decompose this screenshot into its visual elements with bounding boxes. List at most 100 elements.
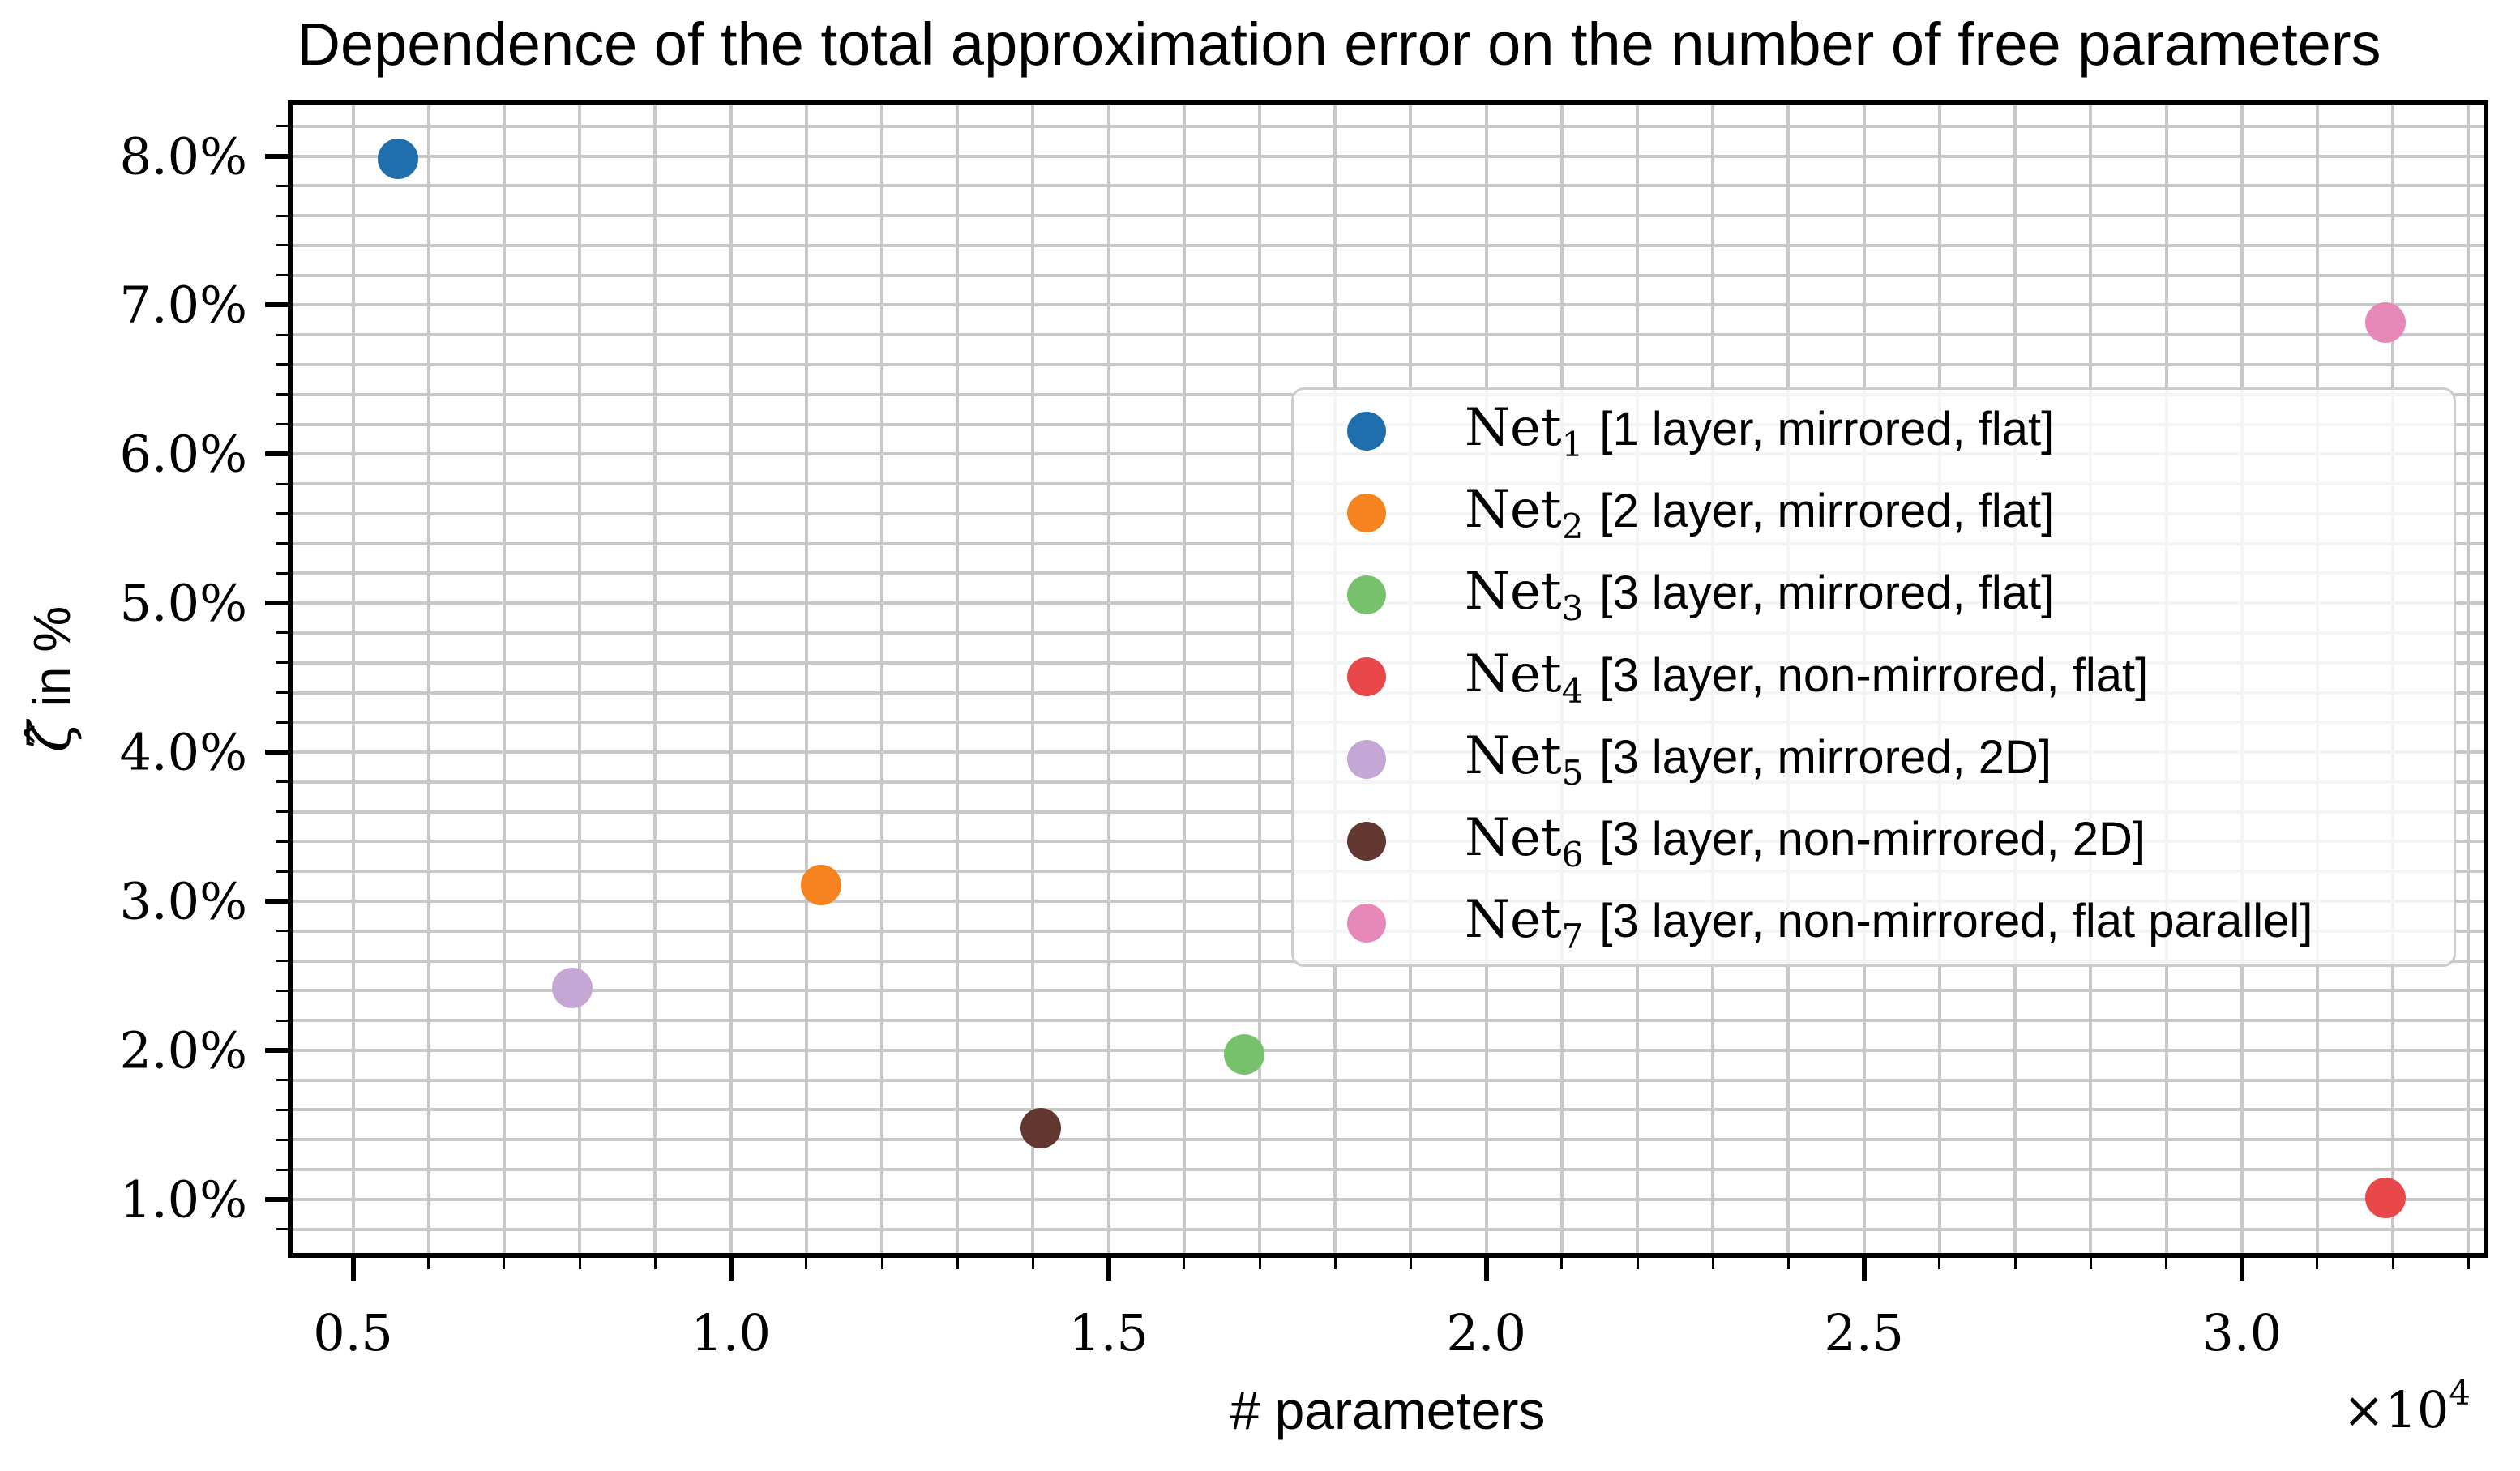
legend-item-net2: Net2 [2 layer, mirrored, flat]: [1294, 473, 2454, 554]
y-tick-label: 3.0%: [119, 871, 247, 931]
y-minor-tick: [276, 184, 288, 187]
y-minor-tick: [276, 989, 288, 992]
y-major-tick: [265, 899, 288, 904]
legend-desc-net5: [3 layer, mirrored, 2D]: [1599, 730, 2052, 784]
gridline-vertical: [1182, 105, 1186, 1253]
legend-label-net2: Net2: [1465, 480, 1584, 546]
gridline-vertical: [578, 105, 582, 1253]
x-major-tick: [2239, 1258, 2244, 1281]
legend-marker-net7: [1347, 904, 1386, 943]
y-minor-tick: [276, 780, 288, 784]
x-major-tick: [1483, 1258, 1489, 1281]
x-minor-tick: [1183, 1258, 1186, 1269]
x-major-tick: [350, 1258, 356, 1281]
x-minor-tick: [427, 1258, 430, 1269]
y-minor-tick: [276, 1079, 288, 1082]
x-axis-label: # parameters: [1230, 1380, 1546, 1440]
gridline-vertical: [653, 105, 657, 1253]
legend-desc-net2: [2 layer, mirrored, flat]: [1599, 485, 2055, 538]
y-major-tick: [265, 1047, 288, 1053]
y-tick-label: 8.0%: [119, 126, 247, 186]
y-tick-label: 1.0%: [119, 1170, 247, 1229]
y-minor-tick: [276, 721, 288, 724]
x-minor-tick: [1560, 1258, 1564, 1269]
y-minor-tick: [276, 870, 288, 873]
legend-marker-net3: [1347, 575, 1386, 615]
gridline-vertical: [956, 105, 960, 1253]
gridline-horizontal: [293, 1108, 2484, 1112]
x-tick-label: 3.0: [2201, 1303, 2283, 1362]
gridline-horizontal: [293, 1168, 2484, 1172]
y-minor-tick: [276, 542, 288, 545]
y-major-tick: [265, 601, 288, 606]
legend-label-net4: Net4: [1465, 644, 1584, 711]
y-minor-tick: [276, 1228, 288, 1231]
x-minor-tick: [1786, 1258, 1790, 1269]
y-minor-tick: [276, 393, 288, 396]
y-major-tick: [265, 153, 288, 159]
gridline-horizontal: [293, 1078, 2484, 1082]
y-minor-tick: [276, 960, 288, 963]
y-tick-label: 2.0%: [119, 1020, 247, 1080]
y-minor-tick: [276, 840, 288, 843]
gridline-horizontal: [293, 303, 2484, 307]
gridline-vertical: [1106, 105, 1110, 1253]
x-minor-tick: [1031, 1258, 1034, 1269]
legend-label-net5: Net5: [1465, 725, 1584, 793]
gridline-horizontal: [293, 1048, 2484, 1052]
gridline-horizontal: [293, 1019, 2484, 1023]
gridline-vertical: [2467, 105, 2471, 1253]
legend-marker-net1: [1347, 411, 1386, 451]
x-major-tick: [1861, 1258, 1867, 1281]
x-minor-tick: [2316, 1258, 2319, 1269]
gridline-horizontal: [293, 1197, 2484, 1201]
x-minor-tick: [1409, 1258, 1412, 1269]
y-major-tick: [265, 1196, 288, 1202]
x-tick-label: 1.0: [691, 1303, 771, 1362]
y-minor-tick: [276, 1019, 288, 1022]
x-offset-exponent: 4: [2449, 1373, 2471, 1413]
x-tick-label: 2.5: [1824, 1303, 1905, 1362]
y-minor-tick: [276, 423, 288, 426]
x-minor-tick: [2467, 1258, 2470, 1269]
legend-desc-net1: [1 layer, mirrored, flat]: [1599, 402, 2055, 455]
gridline-vertical: [804, 105, 808, 1253]
gridline-horizontal: [293, 124, 2484, 128]
y-minor-tick: [276, 1108, 288, 1111]
legend-label-net6: Net6: [1465, 808, 1584, 874]
x-minor-tick: [956, 1258, 959, 1269]
y-axis-label-units: in %: [23, 605, 81, 722]
legend-item-net1: Net1 [1 layer, mirrored, flat]: [1294, 391, 2454, 472]
x-minor-tick: [2089, 1258, 2092, 1269]
y-minor-tick: [276, 244, 288, 247]
gridline-horizontal: [293, 989, 2484, 993]
gridline-vertical: [1258, 105, 1262, 1253]
legend-box: Net1 [1 layer, mirrored, flat] Net2 [2 lay…: [1291, 387, 2456, 967]
legend-item-net5: Net5 [3 layer, mirrored, 2D]: [1294, 719, 2454, 800]
y-minor-tick: [276, 333, 288, 336]
y-tick-label: 6.0%: [119, 424, 247, 484]
y-axis-label-zeta: ζ̂: [17, 721, 83, 753]
legend-label-net1: Net1: [1465, 397, 1584, 464]
x-minor-tick: [1333, 1258, 1337, 1269]
y-minor-tick: [276, 691, 288, 695]
y-minor-tick: [276, 125, 288, 128]
x-offset-base: ×10: [2342, 1380, 2449, 1439]
x-minor-tick: [805, 1258, 808, 1269]
legend-label-net3: Net3: [1465, 562, 1584, 629]
legend-label-net7: Net7: [1465, 890, 1584, 957]
x-minor-tick: [2165, 1258, 2168, 1269]
chart-title: Dependence of the total approximation er…: [297, 11, 2381, 78]
gridline-horizontal: [293, 1138, 2484, 1142]
y-minor-tick: [276, 1138, 288, 1141]
y-tick-label: 7.0%: [119, 275, 247, 335]
y-minor-tick: [276, 512, 288, 515]
x-minor-tick: [1258, 1258, 1261, 1269]
y-minor-tick: [276, 214, 288, 217]
y-minor-tick: [276, 810, 288, 814]
y-minor-tick: [276, 631, 288, 635]
gridline-vertical: [426, 105, 430, 1253]
y-minor-tick: [276, 274, 288, 277]
legend-item-net3: Net3 [3 layer, mirrored, flat]: [1294, 554, 2454, 635]
x-tick-label: 2.0: [1446, 1303, 1526, 1362]
